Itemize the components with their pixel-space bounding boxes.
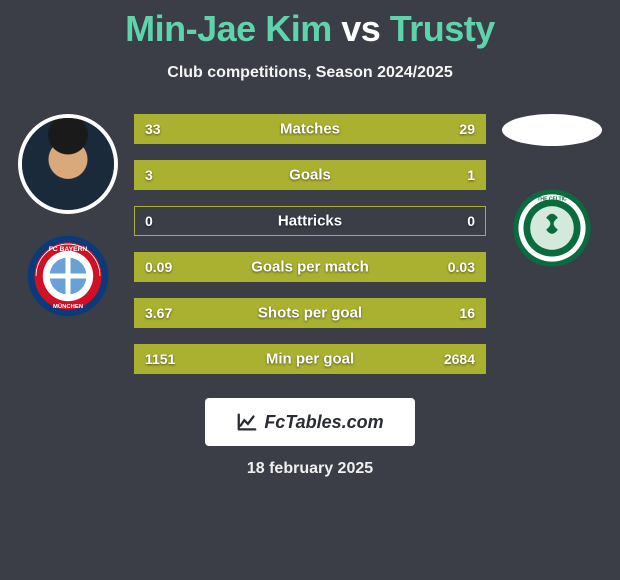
stat-value-right: 2684 bbox=[444, 351, 475, 367]
player1-avatar bbox=[18, 114, 118, 214]
stat-label: Shots per goal bbox=[258, 305, 362, 322]
bayern-badge-icon: FC BAYERN MÜNCHEN bbox=[26, 234, 110, 318]
watermark-text: FcTables.com bbox=[264, 412, 383, 433]
svg-text:THE CELTIC: THE CELTIC bbox=[537, 196, 567, 202]
stat-label: Goals per match bbox=[251, 259, 369, 276]
left-side: FC BAYERN MÜNCHEN bbox=[8, 114, 128, 390]
watermark-badge: FcTables.com bbox=[205, 398, 415, 446]
stat-row: 1151 2684 Min per goal bbox=[134, 344, 486, 374]
stat-label: Min per goal bbox=[266, 351, 354, 368]
player1-club-logo: FC BAYERN MÜNCHEN bbox=[26, 234, 110, 318]
stat-fill-left bbox=[135, 161, 398, 189]
stat-label: Goals bbox=[289, 167, 331, 184]
stat-value-left: 3 bbox=[145, 167, 153, 183]
stats-bars: 33 29 Matches 3 1 Goals 0 0 Hattricks 0.09 0.03 Goa… bbox=[128, 114, 492, 390]
stat-row: 0 0 Hattricks bbox=[134, 206, 486, 236]
stat-row: 0.09 0.03 Goals per match bbox=[134, 252, 486, 282]
vs-text: vs bbox=[341, 8, 380, 49]
date-text: 18 february 2025 bbox=[0, 460, 620, 478]
comparison-title: Min-Jae Kim vs Trusty bbox=[0, 0, 620, 50]
stat-value-left: 33 bbox=[145, 121, 161, 137]
player1-name: Min-Jae Kim bbox=[125, 8, 332, 49]
stat-value-right: 1 bbox=[467, 167, 475, 183]
right-side: THE CELTIC bbox=[492, 114, 612, 390]
stat-value-left: 3.67 bbox=[145, 305, 172, 321]
svg-text:FC BAYERN: FC BAYERN bbox=[49, 246, 88, 253]
stat-value-right: 29 bbox=[459, 121, 475, 137]
subtitle: Club competitions, Season 2024/2025 bbox=[0, 64, 620, 82]
player2-avatar-placeholder bbox=[502, 114, 602, 146]
stat-row: 3 1 Goals bbox=[134, 160, 486, 190]
svg-text:MÜNCHEN: MÜNCHEN bbox=[53, 303, 83, 310]
celtic-badge-icon: THE CELTIC bbox=[510, 186, 594, 270]
stat-row: 3.67 16 Shots per goal bbox=[134, 298, 486, 328]
stat-value-left: 1151 bbox=[145, 351, 175, 367]
stat-value-left: 0 bbox=[145, 213, 153, 229]
stat-value-left: 0.09 bbox=[145, 259, 172, 275]
avatar-placeholder-icon bbox=[22, 118, 114, 210]
content-row: FC BAYERN MÜNCHEN 33 29 Matches 3 1 Goals 0 0 Ha… bbox=[0, 114, 620, 390]
stat-value-right: 16 bbox=[459, 305, 475, 321]
player2-name: Trusty bbox=[390, 8, 495, 49]
stat-label: Hattricks bbox=[278, 213, 342, 230]
stat-row: 33 29 Matches bbox=[134, 114, 486, 144]
chart-line-icon bbox=[236, 411, 258, 433]
stat-label: Matches bbox=[280, 121, 340, 138]
stat-value-right: 0 bbox=[467, 213, 475, 229]
stat-value-right: 0.03 bbox=[448, 259, 475, 275]
player2-club-logo: THE CELTIC bbox=[510, 186, 594, 270]
